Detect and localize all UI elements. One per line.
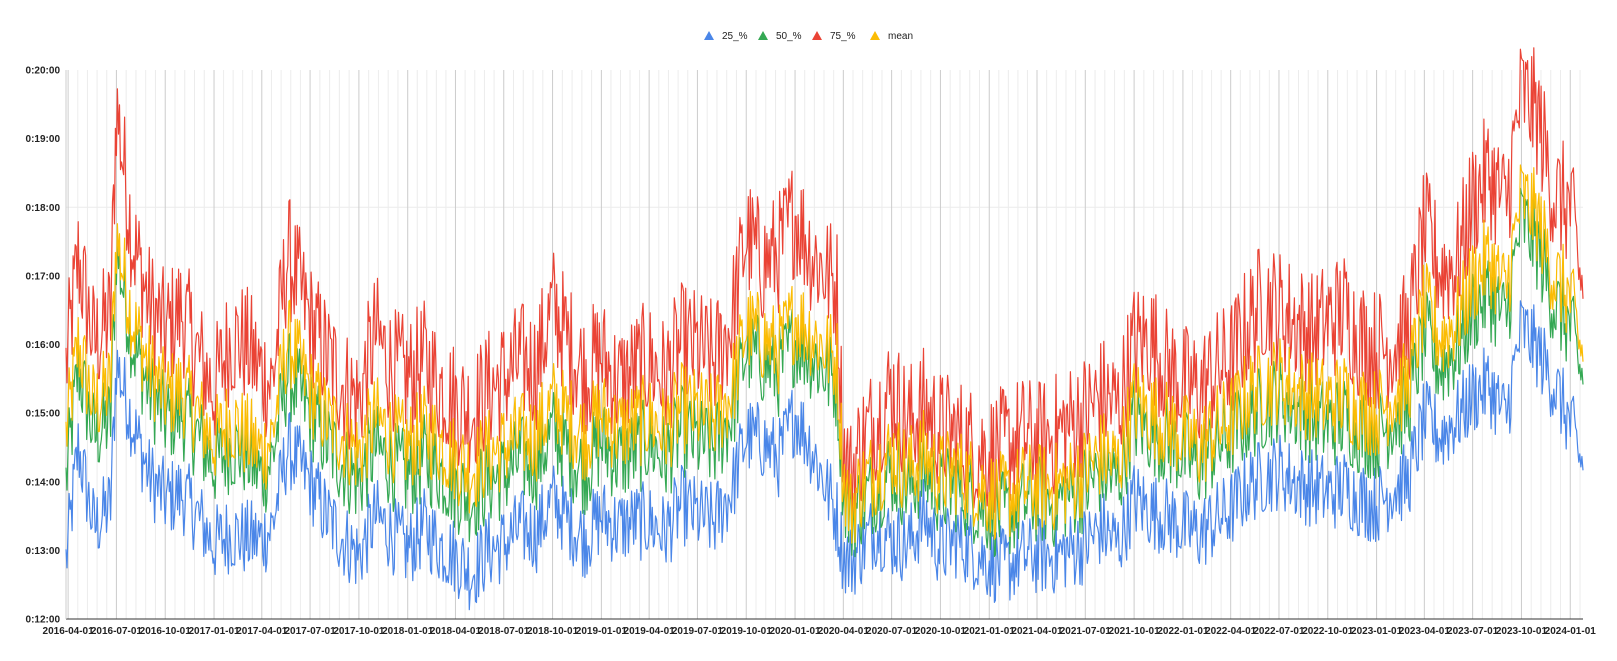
x-tick-label: 2023-07-01 xyxy=(1447,626,1499,637)
y-tick-label: 0:19:00 xyxy=(26,134,61,145)
y-tick-label: 0:17:00 xyxy=(26,271,61,282)
x-tick-label: 2022-07-01 xyxy=(1253,626,1305,637)
series-line-75- xyxy=(65,47,1584,523)
series-line-mean xyxy=(65,164,1584,544)
x-tick-label: 2017-10-01 xyxy=(333,626,385,637)
x-tick-label: 2017-04-01 xyxy=(236,626,288,637)
x-tick-label: 2021-04-01 xyxy=(1011,626,1063,637)
x-tick-label: 2018-01-01 xyxy=(382,626,434,637)
legend-marker-icon xyxy=(758,31,768,40)
y-tick-label: 0:14:00 xyxy=(26,477,61,488)
x-tick-label: 2018-10-01 xyxy=(527,626,579,637)
x-tick-label: 2020-07-01 xyxy=(866,626,918,637)
x-tick-label: 2017-07-01 xyxy=(285,626,337,637)
x-tick-label: 2020-01-01 xyxy=(769,626,821,637)
legend: 25_% 50_% 75_% mean xyxy=(704,31,913,42)
legend-marker-icon xyxy=(704,31,714,40)
x-tick-label: 2022-04-01 xyxy=(1205,626,1257,637)
y-tick-label: 0:13:00 xyxy=(26,546,61,557)
legend-label: 50_% xyxy=(776,31,802,42)
x-tick-label: 2019-07-01 xyxy=(672,626,724,637)
x-tick-label: 2023-01-01 xyxy=(1351,626,1403,637)
y-tick-label: 0:18:00 xyxy=(26,203,61,214)
y-tick-label: 0:16:00 xyxy=(26,340,61,351)
x-tick-label: 2019-10-01 xyxy=(721,626,773,637)
x-tick-label: 2018-04-01 xyxy=(430,626,482,637)
x-tick-label: 2021-07-01 xyxy=(1060,626,1112,637)
x-tick-label: 2020-04-01 xyxy=(818,626,870,637)
y-tick-label: 0:12:00 xyxy=(26,615,61,626)
x-tick-label: 2016-04-01 xyxy=(43,626,95,637)
y-axis: 0:12:00 0:13:00 0:14:00 0:15:00 0:16:00 0:17:… xyxy=(26,66,61,626)
x-tick-label: 2021-01-01 xyxy=(964,626,1016,637)
x-tick-label: 2019-01-01 xyxy=(576,626,628,637)
x-tick-label: 2018-07-01 xyxy=(478,626,530,637)
x-axis: 2016-04-012016-07-012016-10-012017-01-01… xyxy=(43,626,1597,637)
y-tick-label: 0:20:00 xyxy=(26,66,61,77)
x-tick-label: 2022-10-01 xyxy=(1302,626,1354,637)
x-tick-label: 2024-01-01 xyxy=(1545,626,1597,637)
series-line-25- xyxy=(65,300,1584,611)
series-layer xyxy=(65,47,1584,611)
x-tick-label: 2017-01-01 xyxy=(188,626,240,637)
series-line-50- xyxy=(65,187,1584,558)
y-tick-label: 0:15:00 xyxy=(26,409,61,420)
x-tick-label: 2021-10-01 xyxy=(1109,626,1161,637)
legend-label: 25_% xyxy=(722,31,748,42)
legend-label: 75_% xyxy=(830,31,856,42)
x-tick-label: 2023-10-01 xyxy=(1496,626,1548,637)
x-tick-label: 2022-01-01 xyxy=(1157,626,1209,637)
x-tick-label: 2016-10-01 xyxy=(140,626,192,637)
legend-marker-icon xyxy=(812,31,822,40)
legend-marker-icon xyxy=(870,31,880,40)
x-tick-label: 2016-07-01 xyxy=(91,626,143,637)
x-tick-label: 2020-10-01 xyxy=(915,626,967,637)
x-tick-label: 2019-04-01 xyxy=(624,626,676,637)
x-tick-label: 2023-04-01 xyxy=(1399,626,1451,637)
legend-label: mean xyxy=(888,31,913,42)
